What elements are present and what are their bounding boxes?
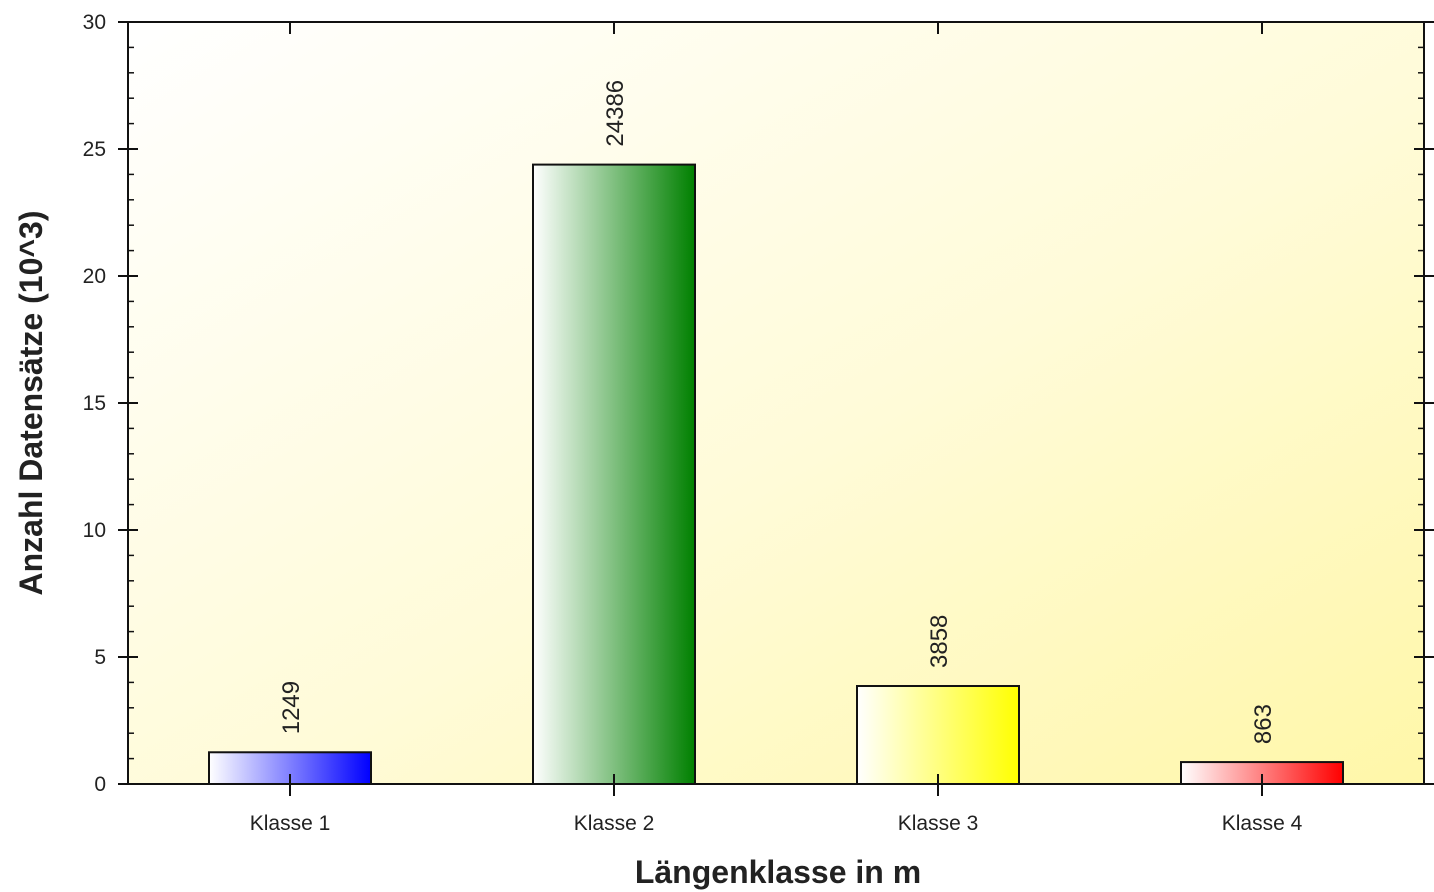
y-tick-label: 30: [83, 11, 106, 34]
bar-2: [532, 163, 696, 786]
y-tick-label: 10: [83, 519, 106, 542]
data-label-bar-2: 24386: [602, 80, 629, 147]
y-tick-label: 15: [83, 392, 106, 415]
y-axis-title: Anzahl Datensätze (10^3): [13, 210, 49, 595]
data-label-bar-4: 863: [1250, 704, 1277, 744]
x-tick-label: Klasse 2: [574, 812, 655, 835]
y-tick-label: 5: [94, 646, 106, 669]
y-tick-label: 0: [94, 773, 106, 796]
x-tick-label: Klasse 3: [898, 812, 979, 835]
data-label-bar-1: 1249: [278, 681, 305, 734]
plot-area: [127, 21, 1425, 785]
x-axis-title: Längenklasse in m: [635, 854, 921, 890]
ticks-layer: [118, 21, 1434, 796]
y-tick-label: 25: [83, 138, 106, 161]
y-tick-label: 20: [83, 265, 106, 288]
x-tick-label: Klasse 1: [250, 812, 331, 835]
x-tick-label: Klasse 4: [1222, 812, 1303, 835]
bars-layer: [208, 163, 1344, 786]
bar-3: [856, 685, 1020, 785]
data-label-bar-3: 3858: [926, 615, 953, 668]
labels-layer: 0 5 10 15 20 25 30 Klasse 1 1249 Klasse 2 24386 Kla…: [83, 11, 1303, 835]
